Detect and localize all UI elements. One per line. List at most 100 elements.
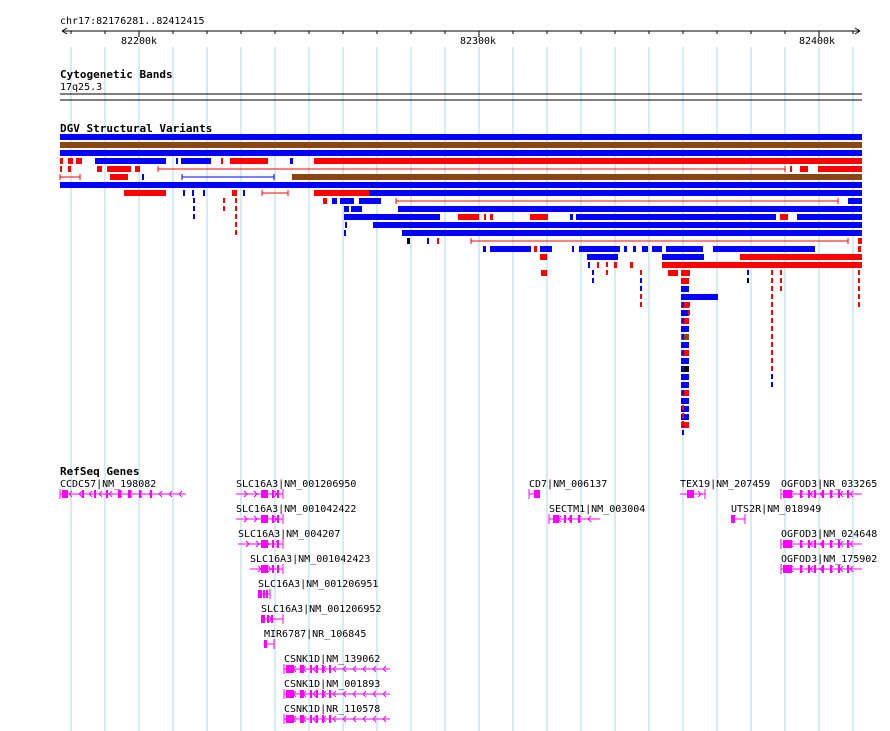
gene-label[interactable]: CCDC57|NM_198082	[60, 479, 156, 490]
gene-label[interactable]: SLC16A3|NM_001042422	[236, 504, 356, 515]
sv-feature	[540, 246, 552, 252]
gene-exon	[808, 565, 810, 573]
gene-strand-arrow	[312, 715, 317, 723]
gene-exon	[830, 490, 832, 498]
gene-exon	[300, 665, 304, 673]
sv-feature	[243, 190, 245, 196]
gene-strand-arrow	[292, 665, 297, 673]
sv-feature	[858, 302, 860, 307]
sv-feature	[398, 206, 862, 212]
sv-feature	[681, 382, 689, 388]
sv-feature	[682, 310, 684, 315]
gene-exon	[300, 690, 304, 698]
gene-strand-arrow	[148, 490, 153, 498]
cytoband-track-title[interactable]: Cytogenetic Bands	[60, 68, 173, 81]
gene-exon	[82, 490, 84, 498]
gene-exon	[847, 565, 849, 573]
sv-feature	[640, 286, 642, 291]
gene-strand-arrow	[138, 490, 143, 498]
gene-label[interactable]: OGFOD3|NR_033265	[781, 479, 877, 490]
sv-feature	[323, 198, 327, 204]
sv-feature	[592, 270, 594, 275]
sv-feature	[484, 214, 486, 220]
gene-strand-arrow	[697, 490, 702, 498]
cytoband-track: Cytogenetic Bands 17q25.3	[60, 68, 862, 101]
sv-feature	[818, 166, 862, 172]
sv-feature	[681, 310, 689, 316]
gene-label[interactable]: SLC16A3|NM_001042423	[250, 554, 370, 565]
sv-feature	[771, 310, 773, 315]
gene-exon	[316, 715, 318, 723]
gene-strand-arrow	[819, 565, 824, 573]
sv-feature	[193, 206, 195, 211]
sv-feature	[142, 174, 144, 180]
gene-exon	[258, 590, 262, 598]
sv-feature	[345, 222, 347, 228]
gene-exon	[94, 490, 96, 498]
gene-label[interactable]: SLC16A3|NM_004207	[238, 529, 340, 540]
gene-label[interactable]: OGFOD3|NM_024648	[781, 529, 877, 540]
sv-feature	[681, 342, 689, 348]
gene-strand-arrow	[799, 565, 804, 573]
sv-feature	[97, 166, 102, 172]
gene-exon	[838, 490, 840, 498]
sv-feature	[780, 214, 788, 220]
sv-feature	[682, 405, 684, 410]
gene-strand-arrow	[362, 665, 367, 673]
refseq-track-title[interactable]: RefSeq Genes	[60, 465, 139, 478]
sv-feature	[60, 150, 862, 156]
gene-label[interactable]: CSNK1D|NM_139062	[284, 654, 380, 665]
sv-feature	[681, 286, 689, 292]
gene-strand-arrow	[332, 690, 337, 698]
sv-feature	[848, 198, 862, 204]
gene-label[interactable]: CSNK1D|NR_110578	[284, 704, 380, 715]
gene-strand-arrow	[789, 490, 794, 498]
sv-feature	[290, 158, 293, 164]
gene-exon	[261, 540, 268, 548]
sv-feature	[740, 254, 756, 260]
sv-feature	[345, 198, 347, 203]
gene-label[interactable]: OGFOD3|NM_175902	[781, 554, 877, 565]
gene-strand-arrow	[829, 565, 834, 573]
sv-feature	[682, 390, 684, 395]
sv-feature	[624, 246, 627, 252]
gene-label[interactable]: SLC16A3|NM_001206951	[258, 579, 378, 590]
gene-label[interactable]: CSNK1D|NM_001893	[284, 679, 380, 690]
sv-feature	[427, 238, 429, 244]
sv-feature	[682, 302, 684, 307]
gene-exon	[277, 490, 279, 498]
gene-exon	[286, 665, 294, 673]
gene-label[interactable]: TEX19|NM_207459	[680, 479, 770, 490]
gene-exon	[822, 490, 824, 498]
gene-strand-arrow	[382, 715, 387, 723]
sv-feature	[124, 190, 166, 196]
sv-feature	[633, 246, 636, 252]
gene-label[interactable]: CD7|NM_006137	[529, 479, 607, 490]
gene-strand-arrow	[849, 490, 854, 498]
gene-label[interactable]: UTS2R|NM_018949	[731, 504, 821, 515]
gene-exon	[286, 715, 294, 723]
dgv-track-title[interactable]: DGV Structural Variants	[60, 122, 212, 135]
gene-label[interactable]: MIR6787|NR_106845	[264, 629, 366, 640]
gene-exon	[578, 515, 580, 523]
sv-feature	[682, 374, 684, 379]
gene-exon	[783, 490, 792, 498]
sv-feature	[682, 421, 684, 426]
gene-exon	[830, 565, 832, 573]
gene-exon	[534, 490, 540, 498]
sv-feature	[771, 350, 773, 355]
sv-feature	[437, 238, 439, 244]
sv-feature	[95, 158, 166, 164]
sv-feature	[235, 230, 237, 235]
ruler-right-arrow	[854, 27, 861, 35]
gene-strand-arrow	[275, 540, 280, 548]
gene-exon	[847, 490, 849, 498]
sv-feature	[402, 230, 862, 236]
sv-feature	[332, 198, 337, 204]
gene-label[interactable]: SLC16A3|NM_001206952	[261, 604, 381, 615]
gene-exon	[329, 665, 331, 673]
sv-feature	[183, 190, 185, 196]
gene-label[interactable]: SLC16A3|NM_001206950	[236, 479, 356, 490]
sv-feature	[192, 190, 194, 196]
gene-label[interactable]: SECTM1|NM_003004	[549, 504, 645, 515]
